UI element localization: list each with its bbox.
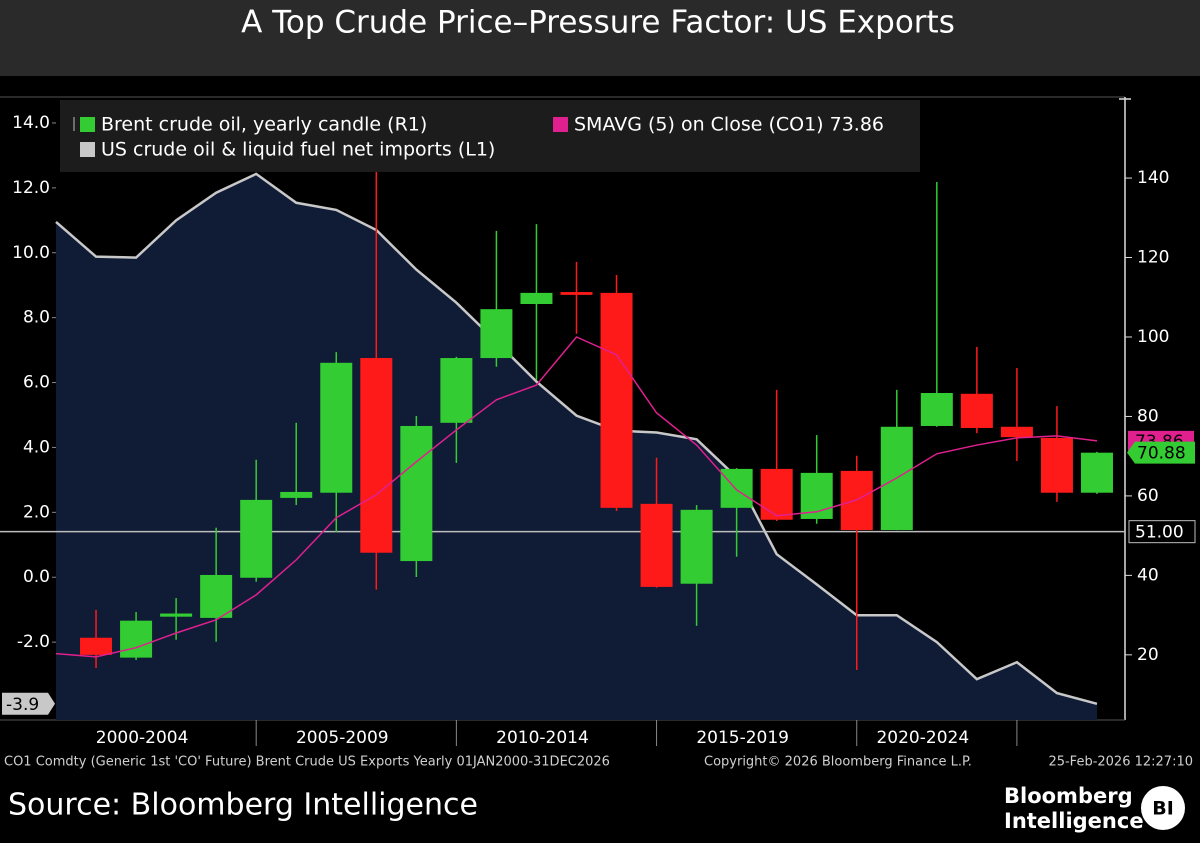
candle-body [600, 292, 633, 508]
source: Source: Bloomberg Intelligence [8, 788, 478, 823]
y2-tick-label: 40 [1137, 565, 1159, 585]
y-tick-label: 14.0 [12, 113, 50, 133]
y2-tick-label: 120 [1137, 248, 1169, 268]
legend-icon [553, 117, 568, 132]
candle-body [520, 292, 553, 305]
y-tick-label: 2.0 [23, 502, 50, 522]
value-tag-label: -3.9 [6, 695, 39, 715]
x-period-label: 2015-2019 [696, 728, 789, 748]
candle-body [280, 491, 313, 498]
candle-body [1080, 452, 1113, 493]
candle-body [680, 509, 713, 584]
footer-timestamp: 25-Feb-2026 12:27:10 [1048, 755, 1193, 770]
candle-body [920, 393, 953, 426]
area-fill [56, 173, 1097, 721]
value-tag-label: 70.88 [1137, 444, 1186, 464]
candle-body [560, 292, 593, 295]
candle-body [80, 637, 113, 655]
y2-tick-label: 60 [1137, 486, 1159, 506]
y-tick-label: 0.0 [23, 567, 50, 587]
candle-body [360, 358, 393, 553]
logo-badge-text: BI [1152, 798, 1174, 820]
y2-tick-label: 80 [1137, 406, 1159, 426]
y2-tick-label: 20 [1137, 645, 1159, 665]
candle-body [1000, 426, 1033, 438]
legend-icon [80, 117, 95, 132]
y-tick-label: 10.0 [12, 243, 50, 263]
y-tick-label: 6.0 [23, 373, 50, 393]
logo-text: Intelligence [1004, 809, 1144, 833]
candle-body [1040, 437, 1073, 493]
y-tick-label: -2.0 [17, 632, 50, 652]
x-period-label: 2005-2009 [296, 728, 389, 748]
value-tag-label: 51.00 [1135, 523, 1184, 543]
y2-tick-label: 100 [1137, 327, 1169, 347]
legend-label: US crude oil & liquid fuel net imports (… [101, 139, 495, 161]
y-tick-label: 12.0 [12, 178, 50, 198]
value-tag [2, 692, 55, 715]
legend-label: SMAVG (5) on Close (CO1) 73.86 [574, 114, 884, 136]
candle-body [160, 613, 193, 617]
candle-body [240, 499, 273, 578]
candle-body [640, 503, 673, 587]
legend-label: Brent crude oil, yearly candle (R1) [101, 114, 427, 136]
plot-area: -2.0 0.0 2.0 4.0 6.0 8.0 10.0 12.0 14.0 20 40 60 80 1… [0, 96, 1196, 748]
chart-title: A Top Crude Price–Pressure Factor: US Ex… [241, 5, 955, 41]
x-period-label: 2000-2004 [96, 728, 189, 748]
candle-body [120, 620, 153, 658]
candle-body [720, 468, 753, 508]
y2-tick-label: 140 [1137, 168, 1169, 188]
legend-icon [80, 142, 95, 157]
candle-body [480, 309, 513, 359]
value-tag [1128, 520, 1196, 544]
title-bar [0, 0, 1200, 76]
value-tag [1127, 441, 1195, 464]
candle-body [320, 362, 353, 493]
footer-copyright: Copyright© 2026 Bloomberg Finance L.P. [704, 755, 972, 770]
candle-body [440, 358, 473, 423]
candle-body [200, 574, 233, 618]
legend-box [60, 100, 920, 172]
x-period-label: 2010-2014 [496, 728, 589, 748]
logo-badge [1141, 786, 1185, 830]
x-period-label: 2020-2024 [876, 728, 969, 748]
candle-body [400, 425, 433, 562]
area-line [55, 172, 1098, 705]
candle-body [760, 468, 793, 520]
sma-line [55, 336, 1098, 658]
candle-body [960, 393, 993, 428]
logo-text: Bloomberg [1004, 784, 1133, 808]
y-tick-label: 8.0 [23, 308, 50, 328]
footer-description: CO1 Comdty (Generic 1st 'CO' Future) Bre… [4, 755, 610, 770]
y-tick-label: 4.0 [23, 437, 50, 457]
